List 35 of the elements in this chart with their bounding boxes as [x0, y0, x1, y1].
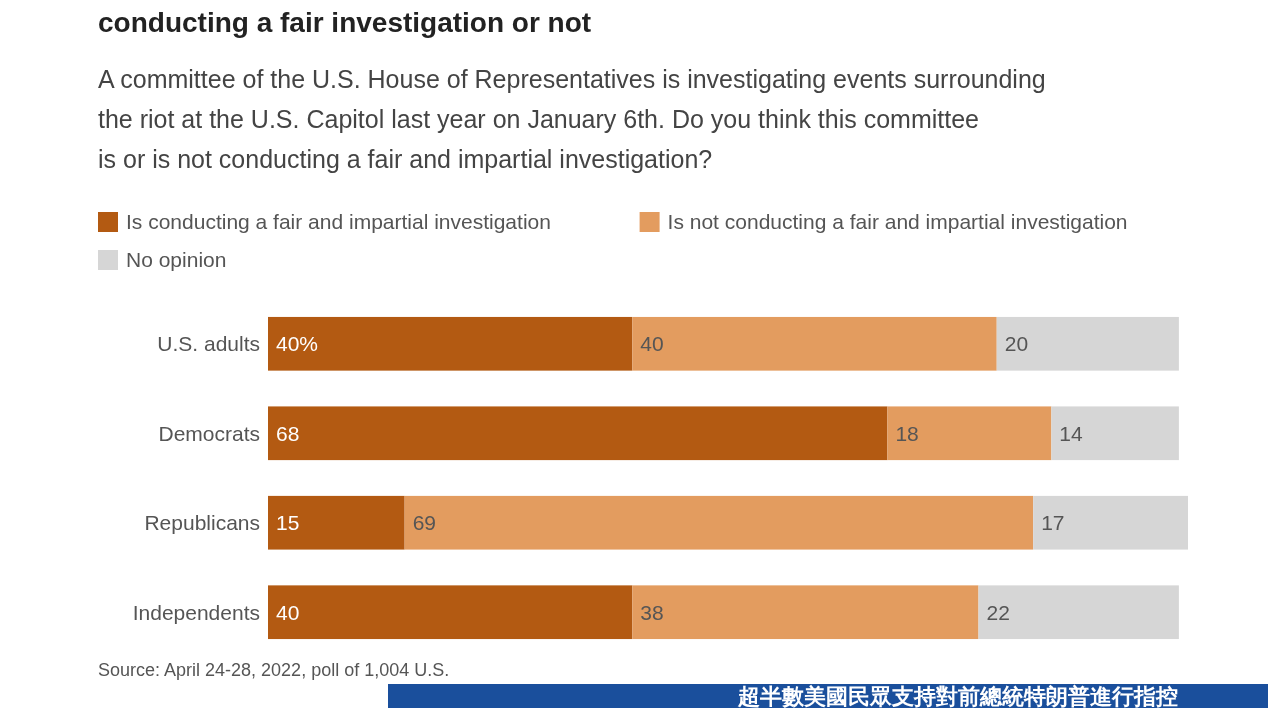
bar: [268, 406, 888, 461]
data-label: 68: [276, 421, 300, 445]
bar: [268, 316, 633, 371]
data-label: 22: [986, 600, 1010, 624]
legend-label: Is conducting a fair and impartial investigation: [126, 210, 551, 234]
bar: [268, 585, 633, 640]
y-tick-label: Independents: [132, 600, 260, 624]
source-note: Source: April 24-28, 2022, poll of 1,004 U.S.: [98, 660, 450, 680]
data-label: 38: [640, 600, 664, 624]
chart-subtitle: A committee of the U.S. House of Representatives is investigating events surrounding the riot at the U.S. Capitol last year on January 6th. Do you think this committee is or is not conducting a fair and impartial investigation?: [98, 65, 1046, 173]
data-label: 40%: [276, 332, 319, 356]
data-label: 40: [276, 600, 300, 624]
bar: [632, 316, 997, 371]
bar: [404, 495, 1034, 550]
data-label: 69: [412, 511, 436, 535]
data-label: 18: [895, 421, 919, 445]
data-label: 20: [1004, 332, 1029, 356]
bar: [978, 585, 1179, 640]
chart-title: conducting a fair investigation or not: [98, 7, 592, 38]
legend-label: Is not conducting a fair and impartial investigation: [667, 210, 1128, 234]
y-tick-label: Democrats: [158, 421, 260, 445]
data-label: 15: [276, 511, 300, 535]
text: 超半數美國民眾支持對前總統特朗普進行指控: [737, 683, 1178, 709]
data-label: 14: [1059, 421, 1084, 445]
bar: [1051, 406, 1179, 461]
legend-label: No opinion: [126, 248, 227, 272]
bar: [1033, 495, 1188, 550]
bar: [887, 406, 1052, 461]
bar: [632, 585, 979, 640]
bar: [996, 316, 1179, 371]
data-label: 17: [1041, 511, 1065, 535]
bar: [268, 495, 405, 550]
y-tick-label: Republicans: [144, 511, 260, 535]
data-label: 40: [640, 332, 664, 356]
y-tick-label: U.S. adults: [157, 332, 260, 356]
